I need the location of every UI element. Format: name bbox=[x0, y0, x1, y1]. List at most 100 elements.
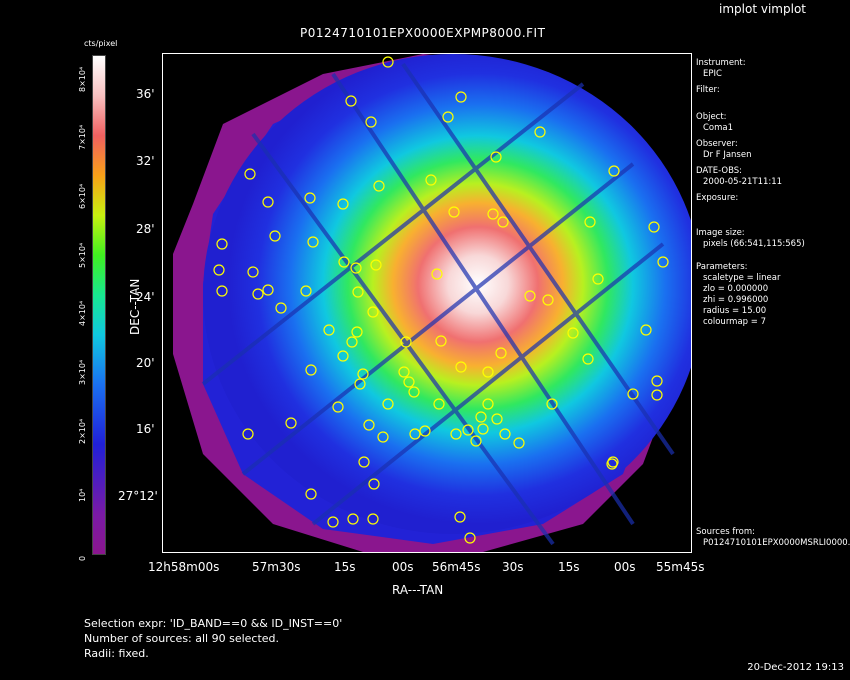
source-circle[interactable] bbox=[352, 286, 364, 298]
source-circle[interactable] bbox=[269, 230, 281, 242]
source-circle[interactable] bbox=[216, 238, 228, 250]
source-circle[interactable] bbox=[400, 336, 412, 348]
instrument-label: Instrument: bbox=[696, 58, 746, 68]
source-circle[interactable] bbox=[608, 165, 620, 177]
source-circle[interactable] bbox=[487, 208, 499, 220]
source-circle[interactable] bbox=[242, 428, 254, 440]
emission-core bbox=[203, 54, 691, 534]
source-circle[interactable] bbox=[491, 413, 503, 425]
source-circle[interactable] bbox=[582, 353, 594, 365]
source-circle[interactable] bbox=[455, 361, 467, 373]
source-circle[interactable] bbox=[606, 458, 618, 470]
source-circle[interactable] bbox=[542, 294, 554, 306]
source-circle[interactable] bbox=[651, 375, 663, 387]
source-circle[interactable] bbox=[354, 378, 366, 390]
source-circle[interactable] bbox=[350, 262, 362, 274]
source-circle[interactable] bbox=[403, 376, 415, 388]
source-circle[interactable] bbox=[345, 95, 357, 107]
source-circle[interactable] bbox=[442, 111, 454, 123]
source-circle[interactable] bbox=[409, 428, 421, 440]
source-circle[interactable] bbox=[363, 419, 375, 431]
colorbar-tick: 4×10⁴ bbox=[78, 300, 87, 326]
x-tick-label: 00s bbox=[614, 560, 636, 574]
source-circle[interactable] bbox=[435, 335, 447, 347]
instrument-value: EPIC bbox=[703, 69, 722, 79]
x-tick-label: 15s bbox=[334, 560, 356, 574]
filter-label: Filter: bbox=[696, 85, 720, 95]
source-circle[interactable] bbox=[338, 256, 350, 268]
source-circle[interactable] bbox=[450, 428, 462, 440]
y-tick-label: 36' bbox=[136, 87, 155, 101]
source-circle[interactable] bbox=[323, 324, 335, 336]
source-circle[interactable] bbox=[307, 236, 319, 248]
source-circle[interactable] bbox=[337, 350, 349, 362]
source-circle[interactable] bbox=[337, 198, 349, 210]
source-circle[interactable] bbox=[433, 398, 445, 410]
source-circle[interactable] bbox=[584, 216, 596, 228]
source-circle[interactable] bbox=[425, 174, 437, 186]
source-circle[interactable] bbox=[368, 478, 380, 490]
source-circle[interactable] bbox=[462, 424, 474, 436]
source-circle[interactable] bbox=[419, 425, 431, 437]
source-circle[interactable] bbox=[470, 435, 482, 447]
source-circle[interactable] bbox=[477, 423, 489, 435]
source-circle[interactable] bbox=[262, 196, 274, 208]
source-circle[interactable] bbox=[332, 401, 344, 413]
source-circle[interactable] bbox=[431, 268, 443, 280]
source-circle[interactable] bbox=[567, 327, 579, 339]
source-circle[interactable] bbox=[370, 259, 382, 271]
colorbar bbox=[92, 55, 106, 555]
source-circle[interactable] bbox=[651, 389, 663, 401]
source-circle[interactable] bbox=[244, 168, 256, 180]
source-circle[interactable] bbox=[300, 285, 312, 297]
source-circle[interactable] bbox=[347, 513, 359, 525]
source-circle[interactable] bbox=[499, 428, 511, 440]
source-circle[interactable] bbox=[534, 126, 546, 138]
source-circle[interactable] bbox=[382, 398, 394, 410]
source-circle[interactable] bbox=[373, 180, 385, 192]
source-circle[interactable] bbox=[495, 347, 507, 359]
source-circle[interactable] bbox=[513, 437, 525, 449]
source-circle[interactable] bbox=[524, 290, 536, 302]
source-circle[interactable] bbox=[382, 56, 394, 68]
source-circle[interactable] bbox=[275, 302, 287, 314]
source-circle[interactable] bbox=[497, 216, 509, 228]
source-circle[interactable] bbox=[455, 91, 467, 103]
source-circle[interactable] bbox=[367, 306, 379, 318]
source-circle[interactable] bbox=[304, 192, 316, 204]
source-circle[interactable] bbox=[357, 368, 369, 380]
source-circle[interactable] bbox=[475, 411, 487, 423]
source-circle[interactable] bbox=[213, 264, 225, 276]
source-circle[interactable] bbox=[285, 417, 297, 429]
source-circle[interactable] bbox=[482, 398, 494, 410]
source-circle[interactable] bbox=[592, 273, 604, 285]
colorbar-tick: 6×10⁴ bbox=[78, 183, 87, 209]
source-circle[interactable] bbox=[305, 488, 317, 500]
source-circle[interactable] bbox=[398, 366, 410, 378]
image-plot[interactable] bbox=[162, 53, 692, 553]
source-circle[interactable] bbox=[305, 364, 317, 376]
source-circle[interactable] bbox=[216, 285, 228, 297]
source-circle[interactable] bbox=[262, 284, 274, 296]
source-circle[interactable] bbox=[247, 266, 259, 278]
source-circle[interactable] bbox=[358, 456, 370, 468]
source-circle[interactable] bbox=[482, 366, 494, 378]
source-circle[interactable] bbox=[490, 151, 502, 163]
source-circle[interactable] bbox=[546, 398, 558, 410]
source-circle[interactable] bbox=[454, 511, 466, 523]
source-circle[interactable] bbox=[346, 336, 358, 348]
source-circle[interactable] bbox=[464, 532, 476, 544]
source-circle[interactable] bbox=[640, 324, 652, 336]
source-circle[interactable] bbox=[327, 516, 339, 528]
source-circle[interactable] bbox=[657, 256, 669, 268]
source-circle[interactable] bbox=[448, 206, 460, 218]
source-circle[interactable] bbox=[408, 386, 420, 398]
source-circle[interactable] bbox=[252, 288, 264, 300]
source-circle[interactable] bbox=[351, 326, 363, 338]
source-circle[interactable] bbox=[648, 221, 660, 233]
source-circle[interactable] bbox=[365, 116, 377, 128]
source-circle[interactable] bbox=[627, 388, 639, 400]
source-circle[interactable] bbox=[367, 513, 379, 525]
source-circle[interactable] bbox=[377, 431, 389, 443]
object-value: Coma1 bbox=[703, 123, 734, 133]
